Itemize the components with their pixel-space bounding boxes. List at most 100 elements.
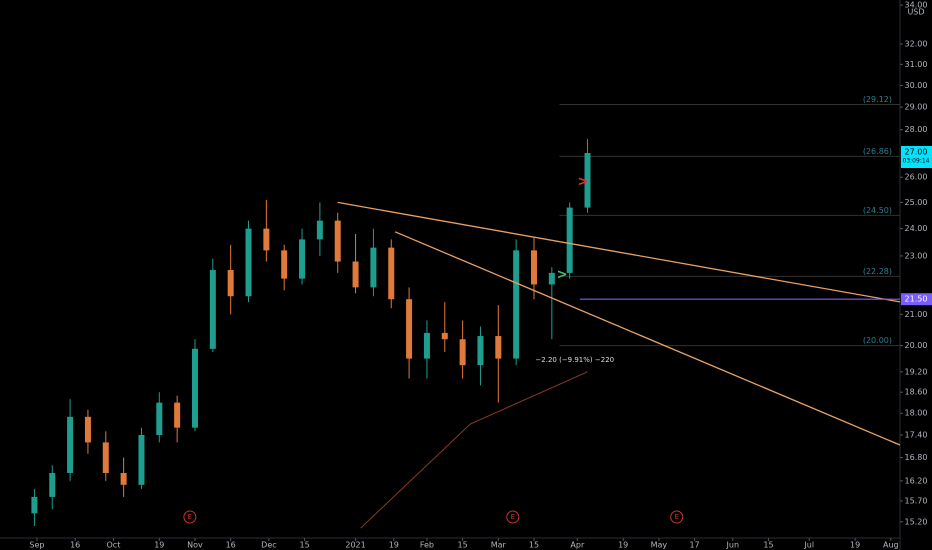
last-price-label: 27.00 bbox=[905, 148, 928, 157]
measurement: −2.20 (−9.91%) −220 bbox=[535, 356, 614, 364]
countdown: 03:09:14 bbox=[903, 158, 930, 165]
x-tick-label: 19 bbox=[154, 541, 164, 550]
candle-body bbox=[67, 416, 74, 473]
candle-body bbox=[227, 270, 234, 297]
x-tick-label: 17 bbox=[689, 541, 699, 550]
earnings-marker bbox=[506, 510, 520, 524]
trendline bbox=[337, 201, 901, 303]
candle-body bbox=[441, 332, 448, 340]
x-tick-label: 15 bbox=[529, 541, 539, 550]
candle-body bbox=[316, 220, 323, 240]
x-tick-label: 16 bbox=[226, 541, 236, 550]
x-tick-label: 2021 bbox=[345, 541, 365, 550]
earnings-label: E bbox=[188, 513, 192, 521]
level-label: (29.12) bbox=[863, 95, 892, 104]
y-tick-label: 25.00 bbox=[905, 198, 928, 207]
trendline bbox=[394, 231, 901, 446]
candle-body bbox=[495, 336, 502, 359]
candle-body bbox=[191, 348, 198, 428]
earnings-label: E bbox=[511, 513, 515, 521]
x-tick-label: Dec bbox=[261, 541, 276, 550]
candle-body bbox=[138, 434, 145, 485]
x-tick-label: Jul bbox=[803, 541, 814, 550]
x-tick-label: Aug bbox=[883, 541, 899, 550]
earnings-marker bbox=[183, 510, 197, 524]
y-tick-label: 18.60 bbox=[905, 388, 928, 397]
candle-body bbox=[120, 472, 127, 485]
candle-body bbox=[584, 153, 591, 208]
x-tick-label: 19 bbox=[389, 541, 399, 550]
x-tick-label: 15 bbox=[299, 541, 309, 550]
candle-body bbox=[459, 339, 466, 366]
candle-body bbox=[406, 299, 413, 359]
y-tick-label: 30.00 bbox=[905, 81, 928, 90]
moving-average bbox=[360, 371, 588, 529]
y-tick-label: 34.00 bbox=[905, 1, 928, 10]
x-tick-label: 15 bbox=[458, 541, 468, 550]
last-price-box bbox=[901, 146, 932, 169]
candle-body bbox=[423, 332, 430, 359]
candle-body bbox=[209, 270, 216, 349]
x-tick-label: Apr bbox=[570, 541, 585, 550]
level-label: (26.86) bbox=[863, 147, 892, 156]
y-tick-label: 24.00 bbox=[905, 224, 928, 233]
x-tick-label: 19 bbox=[850, 541, 860, 550]
candle-body bbox=[513, 250, 520, 359]
candle-body bbox=[299, 239, 306, 279]
y-tick-label: 20.00 bbox=[905, 341, 928, 350]
candle-body bbox=[174, 402, 181, 428]
x-tick-label: Mar bbox=[491, 541, 507, 550]
y-tick-label: 26.00 bbox=[905, 173, 928, 182]
x-tick-label: Jun bbox=[726, 541, 740, 550]
candle-body bbox=[84, 416, 91, 443]
candle-body bbox=[352, 261, 359, 288]
x-tick-label: 19 bbox=[618, 541, 628, 550]
candle-body bbox=[156, 402, 163, 435]
x-tick-label: 16 bbox=[70, 541, 80, 550]
y-tick-label: 17.40 bbox=[905, 430, 928, 439]
signal: > bbox=[557, 267, 568, 282]
y-tick-label: 16.80 bbox=[905, 453, 928, 462]
y-tick-label: 16.20 bbox=[905, 476, 928, 485]
y-tick-label: 15.20 bbox=[905, 517, 928, 526]
candle-body bbox=[102, 442, 109, 473]
earnings-marker bbox=[670, 510, 684, 524]
candle-body bbox=[388, 247, 395, 300]
y-tick-label: 31.00 bbox=[905, 60, 928, 69]
candle-body bbox=[530, 250, 537, 285]
x-tick-label: Feb bbox=[420, 541, 434, 550]
level-label: (24.50) bbox=[863, 206, 892, 215]
x-tick-label: Nov bbox=[187, 541, 203, 550]
candle-body bbox=[263, 228, 270, 251]
candle-body bbox=[31, 496, 38, 514]
level-label: (22.28) bbox=[863, 267, 892, 276]
marked-level-box bbox=[901, 293, 932, 306]
candle-body bbox=[566, 207, 573, 273]
currency: USD bbox=[907, 8, 924, 17]
candle-body bbox=[49, 472, 56, 497]
y-tick-label: 15.70 bbox=[905, 496, 928, 505]
y-tick-label: 19.20 bbox=[905, 367, 928, 376]
candle-body bbox=[477, 336, 484, 366]
candle-body bbox=[245, 228, 252, 297]
y-tick-label: 18.00 bbox=[905, 409, 928, 418]
y-tick-label: 28.00 bbox=[905, 125, 928, 134]
x-tick-label: 15 bbox=[763, 541, 773, 550]
candle-body bbox=[370, 247, 377, 288]
signal: > bbox=[577, 175, 588, 190]
level-label: (20.00) bbox=[863, 336, 892, 345]
earnings-label: E bbox=[675, 513, 679, 521]
y-tick-label: 29.00 bbox=[905, 103, 928, 112]
y-tick-label: 32.00 bbox=[905, 39, 928, 48]
candle-body bbox=[334, 220, 341, 262]
candle-body bbox=[281, 250, 288, 279]
x-tick-label: Oct bbox=[107, 541, 121, 550]
y-tick-label: 21.00 bbox=[905, 310, 928, 319]
x-tick-label: May bbox=[651, 541, 668, 550]
y-tick-label: 23.00 bbox=[905, 251, 928, 260]
marked-level-label: 21.50 bbox=[905, 295, 928, 304]
x-tick-label: Sep bbox=[29, 541, 44, 550]
candle-body bbox=[548, 272, 555, 285]
